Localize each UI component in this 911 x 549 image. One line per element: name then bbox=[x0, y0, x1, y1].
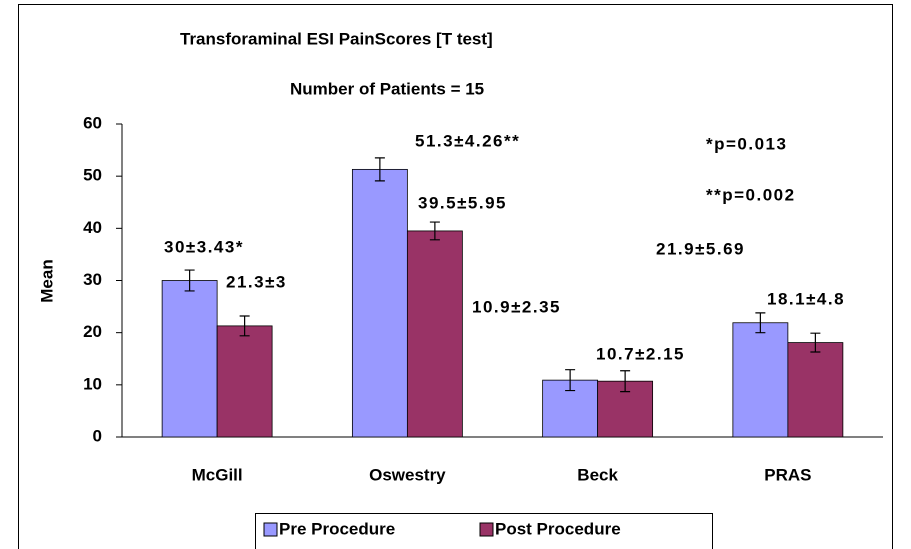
error-bar bbox=[374, 157, 385, 182]
value-label: 21.3±3 bbox=[226, 272, 287, 291]
y-tick-label: 60 bbox=[83, 113, 102, 132]
value-label: 21.9±5.69 bbox=[656, 239, 745, 258]
bar bbox=[787, 342, 844, 438]
legend-label: Pre Procedure bbox=[279, 519, 395, 538]
bar bbox=[216, 325, 273, 438]
error-bar bbox=[429, 221, 440, 241]
value-label: 39.5±5.95 bbox=[418, 193, 507, 212]
error-bar bbox=[239, 315, 250, 337]
legend-label: Post Procedure bbox=[495, 519, 621, 538]
x-tick-label: McGill bbox=[192, 465, 243, 484]
bar bbox=[351, 168, 408, 438]
y-tick-label: 40 bbox=[83, 218, 102, 237]
bar bbox=[161, 280, 218, 438]
annotation: **p=0.002 bbox=[706, 185, 796, 204]
error-bar bbox=[755, 312, 766, 334]
bar bbox=[732, 322, 789, 438]
legend-swatch bbox=[479, 522, 494, 537]
chart-subtitle: Number of Patients = 15 bbox=[290, 79, 484, 98]
x-tick-label: PRAS bbox=[764, 465, 811, 484]
annotation: *p=0.013 bbox=[706, 134, 787, 153]
error-bar bbox=[620, 370, 631, 393]
y-tick-label: 10 bbox=[83, 374, 102, 393]
y-tick-label: 0 bbox=[93, 426, 102, 445]
error-bar bbox=[810, 332, 821, 353]
value-label: 51.3±4.26** bbox=[415, 131, 520, 150]
y-tick-label: 20 bbox=[83, 322, 102, 341]
chart-title: Transforaminal ESI PainScores [T test] bbox=[180, 29, 493, 48]
x-tick-label: Beck bbox=[577, 465, 618, 484]
bar bbox=[406, 230, 463, 438]
y-tick-label: 50 bbox=[83, 166, 102, 185]
value-label: 10.9±2.35 bbox=[472, 297, 561, 316]
y-tick-label: 30 bbox=[83, 270, 102, 289]
value-label: 10.7±2.15 bbox=[596, 344, 685, 363]
y-axis-label: Mean bbox=[37, 259, 56, 302]
value-label: 18.1±4.8 bbox=[767, 289, 845, 308]
legend-swatch bbox=[263, 522, 278, 537]
error-bar bbox=[565, 369, 576, 392]
error-bar bbox=[184, 269, 195, 292]
x-tick-label: Oswestry bbox=[369, 465, 446, 484]
value-label: 30±3.43* bbox=[164, 237, 244, 256]
